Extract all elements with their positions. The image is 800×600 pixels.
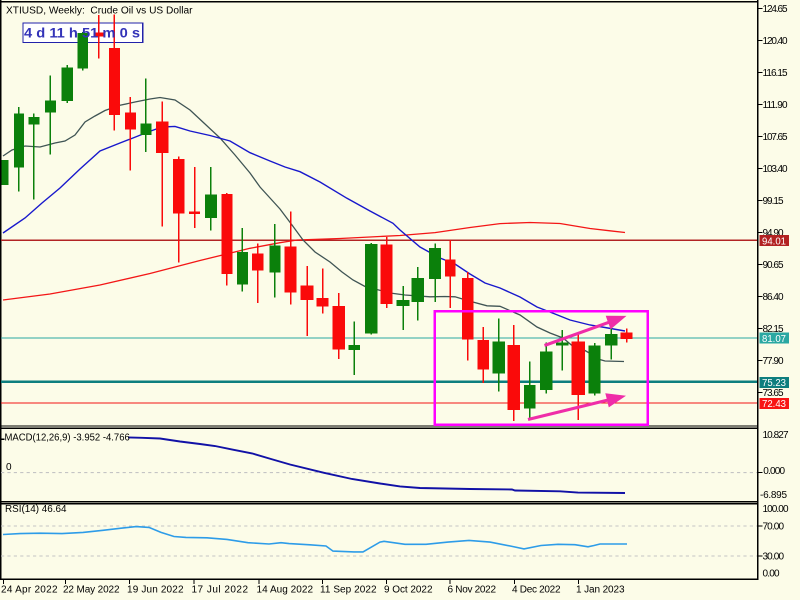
svg-text:94.90: 94.90 [763,228,784,239]
svg-text:14 Aug 2022: 14 Aug 2022 [257,584,314,595]
svg-text:116.15: 116.15 [763,68,788,79]
svg-text:RSI(14) 46.64: RSI(14) 46.64 [5,504,67,515]
svg-text:0.000: 0.000 [763,466,785,477]
svg-text:124.65: 124.65 [763,4,788,15]
svg-text:94.01: 94.01 [762,236,786,247]
svg-text:11 Sep 2022: 11 Sep 2022 [320,584,377,595]
svg-text:XTIUSD, Weekly: Crude Oil vs: XTIUSD, Weekly: Crude Oil vs US Dollar [6,6,193,17]
svg-text:81.07: 81.07 [762,334,786,345]
svg-text:10.827: 10.827 [763,430,789,441]
svg-text:MACD(12,26,9) -3.952 -4.766: MACD(12,26,9) -3.952 -4.766 [5,432,131,443]
svg-text:107.65: 107.65 [763,132,788,143]
svg-text:9 Oct 2022: 9 Oct 2022 [384,584,433,595]
svg-text:6 Nov 2022: 6 Nov 2022 [448,584,497,595]
svg-text:103.40: 103.40 [763,164,788,175]
svg-text:22 May 2022: 22 May 2022 [63,584,120,595]
svg-text:4 Dec 2022: 4 Dec 2022 [512,584,561,595]
svg-text:24 Apr 2022: 24 Apr 2022 [1,584,58,595]
svg-text:73.65: 73.65 [763,388,784,399]
svg-text:75.23: 75.23 [762,378,786,389]
svg-text:4 d 11 h 51 m 0 s: 4 d 11 h 51 m 0 s [24,25,140,41]
svg-text:90.65: 90.65 [763,260,784,271]
svg-text:-6.895: -6.895 [760,490,787,501]
svg-text:72.43: 72.43 [762,399,786,410]
svg-text:82.15: 82.15 [763,324,784,335]
svg-text:17 Jul 2022: 17 Jul 2022 [192,584,249,595]
svg-text:0.00: 0.00 [763,569,780,580]
svg-text:30.00: 30.00 [763,552,785,563]
svg-text:100.00: 100.00 [763,504,789,515]
svg-text:120.40: 120.40 [763,36,788,47]
svg-text:86.40: 86.40 [763,292,784,303]
svg-text:0: 0 [6,462,12,473]
svg-text:111.90: 111.90 [763,100,788,111]
svg-text:1 Jan 2023: 1 Jan 2023 [576,584,625,595]
svg-text:70.00: 70.00 [763,522,785,533]
svg-text:99.15: 99.15 [763,196,784,207]
svg-text:19 Jun 2022: 19 Jun 2022 [127,584,184,595]
svg-text:77.90: 77.90 [763,356,784,367]
